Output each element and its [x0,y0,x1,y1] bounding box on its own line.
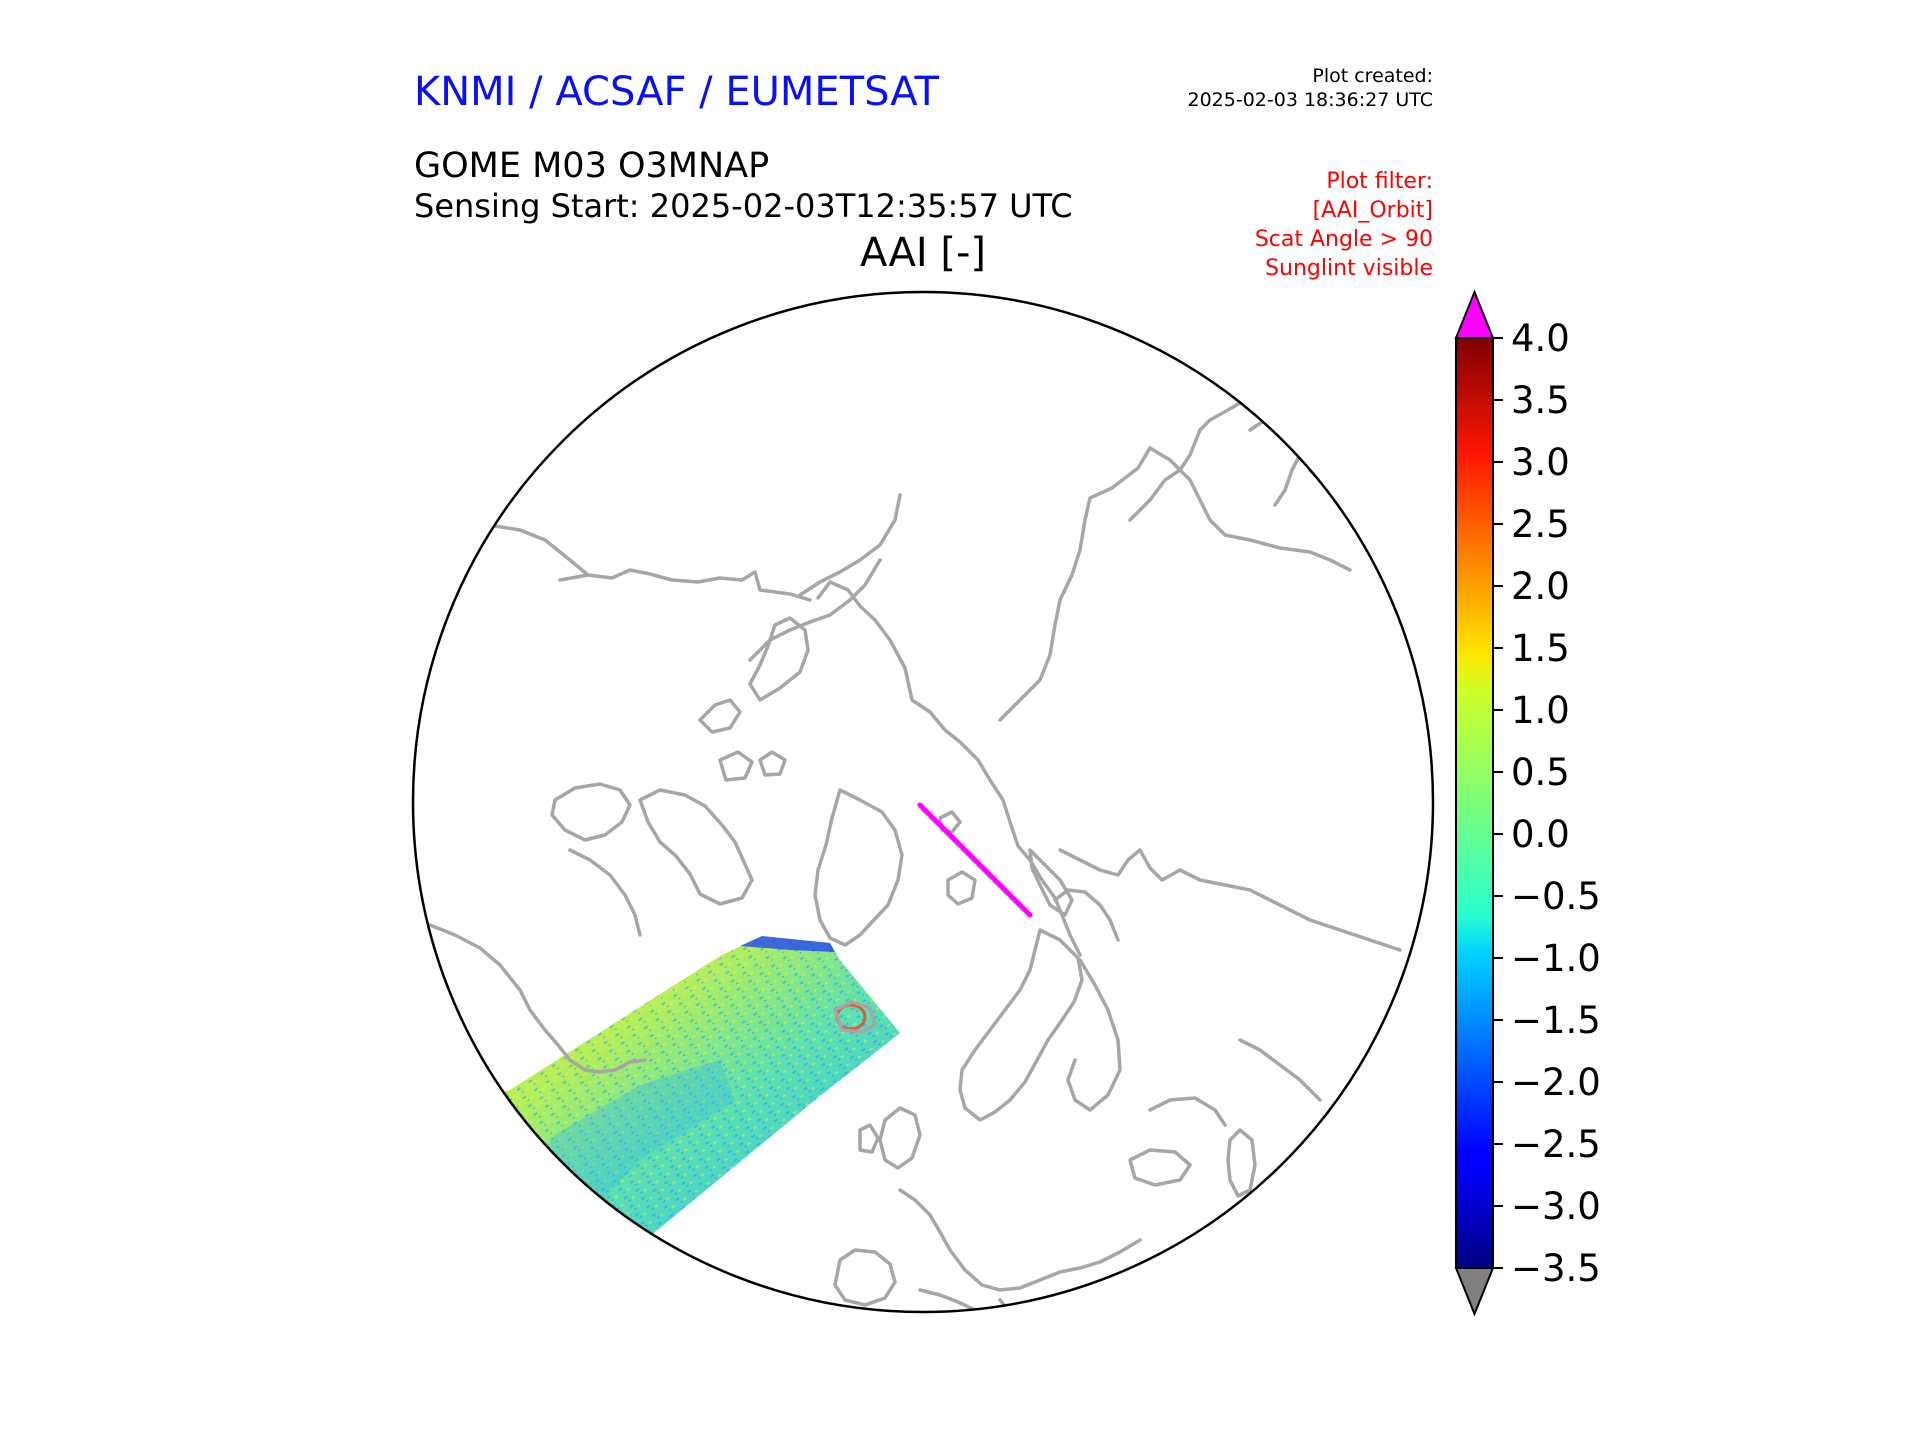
colorbar-tick-label: 4.0 [1511,317,1570,360]
plot-filter-line: [AAI_Orbit] [1312,198,1433,223]
colorbar-tick-label: 1.5 [1511,627,1570,670]
coastline-alaska-west [428,923,647,1074]
colorbar-tick-label: −0.5 [1511,875,1601,918]
colorbar: 4.0 3.5 3.0 2.5 2.0 1.5 1.0 0.5 0.0 −0.5 −1.0 −1.5 −… [1454,289,1601,1317]
coastline-black-sea [1128,1148,1192,1187]
plot-created-time: 2025-02-03 18:36:27 UTC [1187,89,1434,111]
colorbar-tick-label: −1.5 [1511,999,1601,1042]
coastline-caspian [1226,1128,1257,1198]
colorbar-tick-label: 1.0 [1511,689,1570,732]
coastline-north-america-pacific [493,524,812,602]
coastline-siberia-east [998,446,1152,722]
colorbar-tick-label: 2.0 [1511,565,1570,608]
colorbar-ticks: 4.0 3.5 3.0 2.5 2.0 1.5 1.0 0.5 0.0 −0.5 −1.0 −1.5 −… [1493,317,1601,1290]
organisation-title: KNMI / ACSAF / EUMETSAT [414,69,939,115]
product-title: GOME M03 O3MNAP [414,146,770,186]
coastline-kola-white-sea [1053,888,1120,942]
coastline-novaya-zemlya [1028,848,1074,917]
colorbar-tick-label: 0.5 [1511,751,1570,794]
coastline-sea-of-okhotsk [1248,416,1360,532]
coastline-kamchatka [1128,398,1247,522]
coastline-svalbard [946,870,977,906]
aai-swath-edge-dark [740,936,835,952]
coastline-nw-passage-islands [698,698,787,782]
coastline-finland-baltic [1066,958,1122,1112]
colorbar-tick-label: 0.0 [1511,813,1570,856]
colorbar-gradient [1456,338,1493,1268]
coastline-canadian-archipelago [748,616,810,702]
plot-filter-line: Scat Angle > 90 [1254,227,1433,252]
overflow-marker-track [917,802,1033,918]
coastline-asia-south [1238,1038,1322,1102]
coastline-scandinavia [958,928,1084,1122]
colorbar-tick-label: −1.0 [1511,937,1601,980]
coastline-greenland [748,493,902,662]
coastline-russia-arctic [1058,848,1402,952]
coastline-iceland [833,1000,877,1034]
plot-filter-line: Sunglint visible [1265,256,1433,281]
plot-filter-line: Plot filter: [1326,169,1433,194]
coastline-ireland [858,1123,880,1154]
coastline-hudson-bay [550,782,632,842]
coastline-iberia [833,1248,897,1307]
map-title: AAI [-] [860,230,986,276]
coastline-chukotka [1148,446,1352,572]
map-interior [413,398,1402,1312]
plot-created-label: Plot created: [1312,65,1433,87]
coastline-labrador [568,848,642,937]
coastline-greenland-south [813,788,904,947]
coastline-canada-north [558,573,1082,957]
colorbar-under-extension [1454,1267,1495,1317]
map-boundary [411,290,1435,1314]
coastline-mediterranean [918,1238,1142,1312]
sensing-start: Sensing Start: 2025-02-03T12:35:57 UTC [414,187,1073,225]
coastline-japan [1308,438,1370,492]
coastline-sakhalin [1273,453,1302,507]
colorbar-tick-label: −3.5 [1511,1247,1601,1290]
coastline-caspian-region [1148,1096,1227,1127]
aai-swath [413,936,900,1312]
colorbar-tick-label: 3.5 [1511,379,1570,422]
colorbar-over-extension [1454,289,1495,339]
coastline-europe-west [898,1188,1062,1292]
colorbar-tick-label: −2.5 [1511,1123,1601,1166]
coastline-british-isles [878,1106,922,1170]
colorbar-tick-label: −2.0 [1511,1061,1601,1104]
coastlines [428,398,1402,1312]
colorbar-tick-label: 2.5 [1511,503,1570,546]
colorbar-tick-label: 3.0 [1511,441,1570,484]
colorbar-tick-label: −3.0 [1511,1185,1601,1228]
coastline-baffin [638,788,754,906]
